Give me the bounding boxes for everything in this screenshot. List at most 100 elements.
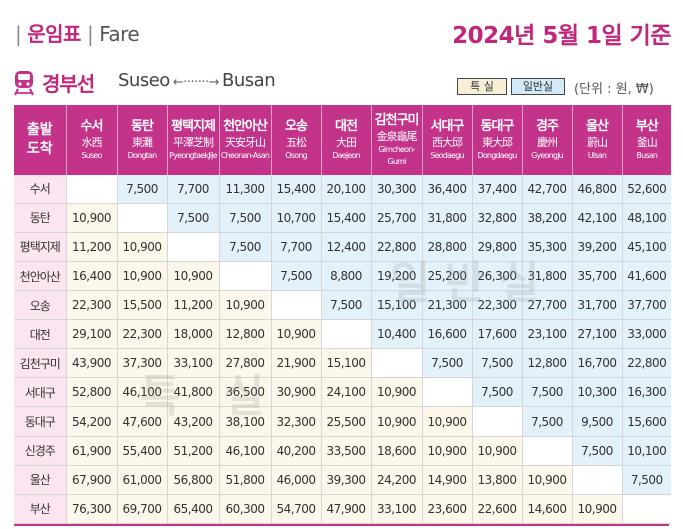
station-header-hj: 西大邱 xyxy=(432,136,463,149)
row-station-label: 동탄 xyxy=(14,203,67,233)
express-fare-cell: 24,100 xyxy=(321,377,372,408)
express-fare-cell: 10,900 xyxy=(572,494,623,525)
empty-cell xyxy=(117,203,168,233)
line-name: 경부선 xyxy=(42,72,95,96)
normal-fare-cell: 7,500 xyxy=(321,290,372,321)
normal-fare-cell: 36,400 xyxy=(422,175,473,204)
normal-fare-cell: 37,700 xyxy=(622,290,671,321)
normal-fare-cell: 30,300 xyxy=(371,175,423,204)
express-fare-cell: 30,900 xyxy=(271,377,322,408)
station-header-en: Dongtan xyxy=(127,151,158,160)
normal-fare-cell: 27,100 xyxy=(572,319,623,350)
station-header-hj: 大田 xyxy=(336,136,357,149)
normal-fare-cell: 22,800 xyxy=(622,348,671,379)
station-header-ko: 동대구 xyxy=(480,119,515,134)
station-header-ko: 동탄 xyxy=(131,119,154,134)
row-station-label: 천안아산 xyxy=(14,261,67,292)
fare-table: 출발 도착 수서 水西 Suseo 동탄 東灘 Dongtan 평택지제 平澤芝制 Pyeong… xyxy=(14,105,671,525)
normal-fare-cell: 39,200 xyxy=(572,232,623,262)
station-header-hj: 金泉龜尾 xyxy=(376,130,418,143)
normal-fare-cell: 8,800 xyxy=(321,261,372,292)
express-fare-cell: 15,500 xyxy=(117,290,168,321)
empty-cell xyxy=(167,232,220,262)
normal-fare-cell: 15,600 xyxy=(622,406,671,437)
station-header-ko: 부산 xyxy=(635,119,659,134)
express-fare-cell: 39,300 xyxy=(321,465,372,495)
station-header-en: Cheonan-Asan xyxy=(220,151,270,160)
express-fare-cell: 16,400 xyxy=(66,261,118,292)
station-header-hj: 東灘 xyxy=(132,136,153,149)
normal-fare-cell: 7,500 xyxy=(572,436,623,466)
express-fare-cell: 37,300 xyxy=(117,348,168,379)
express-fare-cell: 33,500 xyxy=(321,436,372,466)
table-row: 김천구미 43,900 37,300 33,100 27,800 21,900 15,100… xyxy=(14,348,671,379)
row-station-label: 평택지제 xyxy=(14,232,67,262)
legend-express-class: 특 실 xyxy=(457,78,507,95)
normal-fare-cell: 26,300 xyxy=(472,261,523,292)
station-header-ko: 울산 xyxy=(586,119,609,134)
express-fare-cell: 32,300 xyxy=(271,406,322,437)
route-label: Suseo ←·······→ Busan xyxy=(118,70,276,91)
station-header-ko: 경주 xyxy=(536,119,559,134)
normal-fare-cell: 52,600 xyxy=(622,175,671,204)
express-fare-cell: 46,100 xyxy=(219,436,272,466)
section-title: 운임표 xyxy=(27,22,81,46)
row-station-label: 대전 xyxy=(14,319,67,350)
normal-fare-cell: 35,700 xyxy=(572,261,623,292)
corner-arrival: 도착 xyxy=(26,141,53,157)
fare-table-wrapper: 출발 도착 수서 水西 Suseo 동탄 東灘 Dongtan 평택지제 平澤芝制 Pyeong… xyxy=(14,105,671,525)
row-station-label: 동대구 xyxy=(14,406,67,437)
normal-fare-cell: 7,700 xyxy=(271,232,322,262)
breadcrumb: | 운임표 | Fare xyxy=(15,22,140,46)
express-fare-cell: 61,900 xyxy=(66,436,118,466)
table-row: 울산 67,900 61,000 56,800 51,800 46,000 39,300 24… xyxy=(14,465,671,495)
express-fare-cell: 67,900 xyxy=(66,465,118,495)
station-header-hj: 慶州 xyxy=(537,136,558,149)
empty-cell xyxy=(219,261,272,292)
express-fare-cell: 10,900 xyxy=(472,436,523,466)
station-header-en: Gyeongju xyxy=(531,151,564,160)
normal-fare-cell: 48,100 xyxy=(622,203,671,233)
normal-fare-cell: 7,500 xyxy=(117,175,168,204)
express-fare-cell: 33,100 xyxy=(371,494,423,525)
station-header-ko: 김천구미 xyxy=(374,113,420,128)
station-header-en: Suseo xyxy=(81,151,102,160)
express-fare-cell: 54,700 xyxy=(271,494,322,525)
table-row: 평택지제 11,200 10,900 7,500 7,700 12,400 22,800 28… xyxy=(14,232,671,262)
normal-fare-cell: 16,600 xyxy=(422,319,473,350)
line-header: 경부선 Suseo ←·······→ Busan xyxy=(0,62,683,102)
normal-fare-cell: 7,700 xyxy=(167,175,220,204)
table-row: 오송 22,300 15,500 11,200 10,900 7,500 15,100 21,… xyxy=(14,290,671,321)
express-fare-cell: 13,800 xyxy=(472,465,523,495)
express-fare-cell: 38,100 xyxy=(219,406,272,437)
express-fare-cell: 23,600 xyxy=(422,494,473,525)
normal-fare-cell: 22,800 xyxy=(371,232,423,262)
normal-fare-cell: 7,500 xyxy=(422,348,473,379)
bottom-rule xyxy=(14,524,669,526)
empty-cell xyxy=(371,348,423,379)
normal-fare-cell: 10,400 xyxy=(371,319,423,350)
table-row: 수서 7,500 7,700 11,300 15,400 20,100 30,300 36,4… xyxy=(14,175,671,204)
express-fare-cell: 18,600 xyxy=(371,436,423,466)
normal-fare-cell: 15,400 xyxy=(271,175,322,204)
route-from: Suseo xyxy=(118,70,170,91)
normal-fare-cell: 41,600 xyxy=(622,261,671,292)
station-header-hj: 蔚山 xyxy=(587,136,608,149)
express-fare-cell: 10,900 xyxy=(66,203,118,233)
normal-fare-cell: 12,800 xyxy=(522,348,573,379)
express-fare-cell: 46,100 xyxy=(117,377,168,408)
station-header-en: Ulsan xyxy=(587,151,607,160)
normal-fare-cell: 7,500 xyxy=(472,377,523,408)
express-fare-cell: 14,900 xyxy=(422,465,473,495)
normal-fare-cell: 7,500 xyxy=(219,232,272,262)
normal-fare-cell: 45,100 xyxy=(622,232,671,262)
empty-cell xyxy=(522,436,573,466)
express-fare-cell: 43,900 xyxy=(66,348,118,379)
table-row: 신경주 61,900 55,400 51,200 46,100 40,200 33,500 1… xyxy=(14,436,671,466)
normal-fare-cell: 35,300 xyxy=(522,232,573,262)
express-fare-cell: 10,900 xyxy=(422,406,473,437)
normal-fare-cell: 31,800 xyxy=(522,261,573,292)
express-fare-cell: 65,400 xyxy=(167,494,220,525)
normal-fare-cell: 7,500 xyxy=(219,203,272,233)
train-icon xyxy=(14,71,34,96)
